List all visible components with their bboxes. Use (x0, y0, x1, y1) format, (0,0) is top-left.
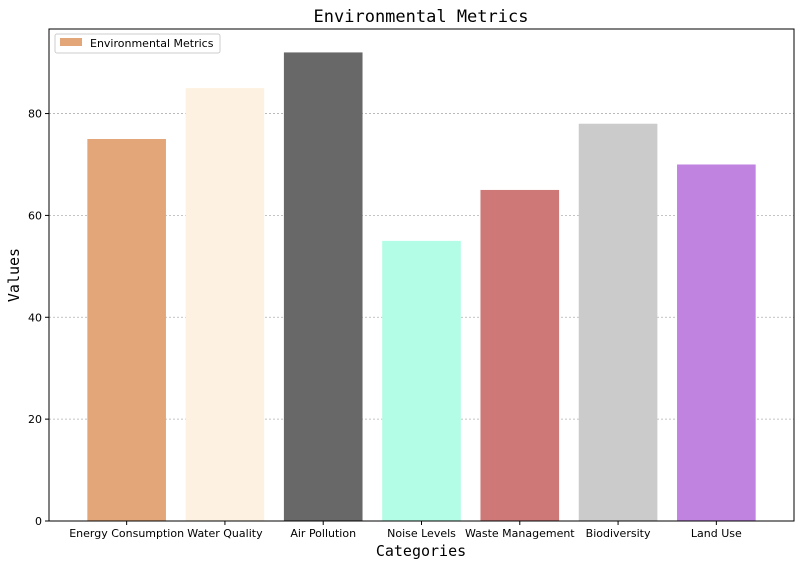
chart-title: Environmental Metrics (314, 7, 529, 27)
y-tick-label: 60 (28, 209, 42, 222)
x-tick-label: Air Pollution (290, 527, 356, 540)
legend-box (54, 33, 221, 54)
x-tick-label: Land Use (691, 527, 742, 540)
legend-swatch (60, 38, 82, 46)
y-axis-ticks: 0 20 40 60 80 (28, 108, 49, 528)
x-tick-label: Waste Management (465, 527, 575, 540)
y-tick-label: 0 (35, 515, 42, 528)
bar-biodiversity (578, 123, 658, 522)
x-tick-label: Noise Levels (387, 527, 456, 540)
y-tick-label: 20 (28, 413, 42, 426)
bar-energy-consumption (87, 139, 166, 521)
y-tick-label: 80 (28, 108, 42, 121)
x-axis-label: Categories (376, 542, 466, 560)
legend: Environmental Metrics (54, 33, 221, 54)
bar-air-pollution (283, 52, 363, 522)
x-tick-label: Energy Consumption (69, 527, 184, 540)
bars (87, 52, 756, 522)
bar-water-quality (185, 88, 265, 521)
x-axis-ticks: Energy Consumption Water Quality Air Pollu… (69, 521, 742, 540)
bar-land-use (677, 164, 756, 521)
x-tick-label: Water Quality (187, 527, 263, 540)
bar-waste-management (480, 189, 560, 521)
bar-noise-levels (382, 240, 461, 521)
y-tick-label: 40 (28, 311, 42, 324)
y-axis-label: Values (5, 248, 23, 302)
x-tick-label: Biodiversity (586, 527, 651, 540)
legend-label: Environmental Metrics (90, 37, 214, 50)
